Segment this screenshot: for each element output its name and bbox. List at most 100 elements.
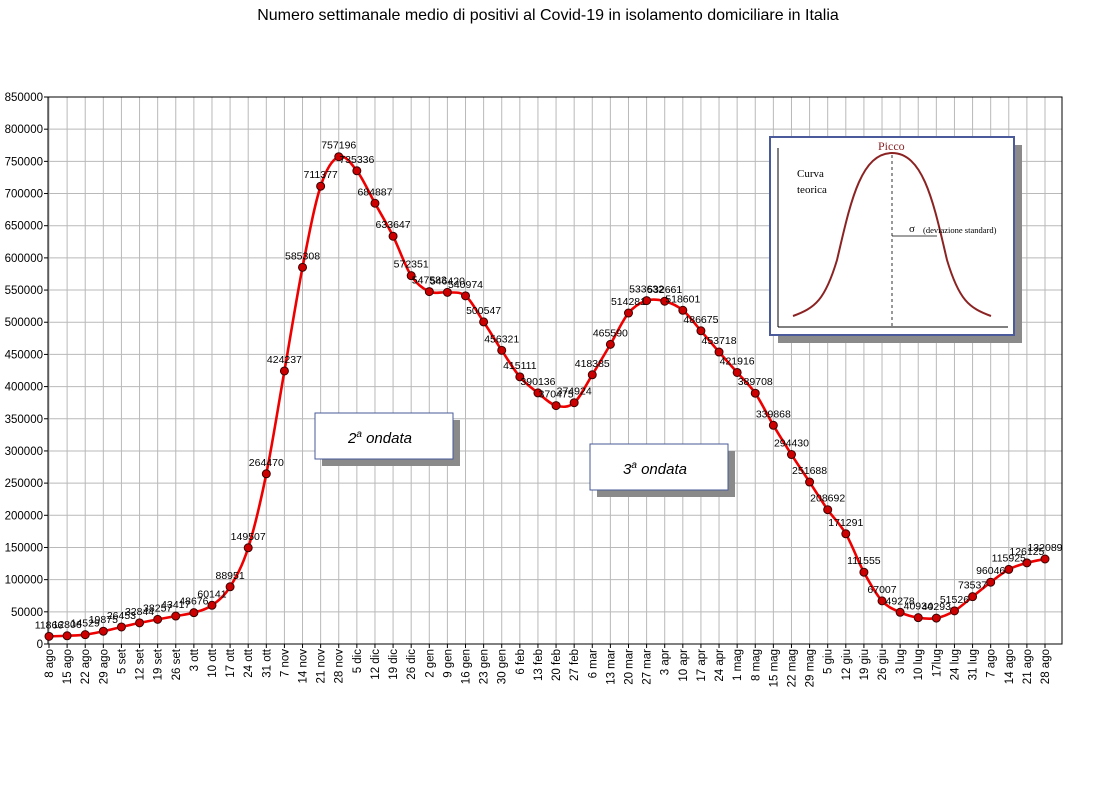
data-label: 572351 (394, 259, 429, 271)
x-tick-label: 10 apr (678, 649, 690, 682)
x-tick-label: 15 mag (768, 649, 780, 687)
data-point (135, 618, 145, 628)
x-tick-label: 27 feb (569, 649, 581, 681)
y-tick-label: 300000 (5, 446, 43, 458)
data-point (442, 287, 452, 297)
data-point (805, 477, 815, 487)
data-label: 456321 (484, 333, 519, 345)
y-tick-label: 700000 (5, 189, 43, 201)
data-label: 735336 (339, 154, 374, 166)
x-tick-label: 26 set (171, 648, 183, 680)
data-label: 251688 (792, 465, 827, 477)
data-point (642, 296, 652, 306)
y-tick-label: 550000 (5, 285, 43, 297)
data-point (1040, 554, 1050, 564)
data-label: 294430 (774, 438, 809, 450)
data-point (569, 398, 579, 408)
data-point (551, 401, 561, 411)
data-label: 486675 (683, 314, 718, 326)
data-point (605, 339, 615, 349)
data-label: 73537 (958, 580, 987, 592)
x-tick-label: 30 gen (497, 649, 509, 684)
data-label: 208692 (810, 493, 845, 505)
x-tick-label: 5 giu (823, 649, 835, 674)
y-tick-label: 150000 (5, 542, 43, 554)
x-tick-label: 5 dic (352, 649, 364, 674)
data-label: 149507 (231, 531, 266, 543)
x-tick-label: 31 lug (968, 649, 980, 680)
data-label: 418385 (575, 358, 610, 370)
data-label: 96046 (976, 565, 1005, 577)
x-tick-label: 24 ott (243, 648, 255, 678)
data-label: 12806 (53, 619, 82, 631)
x-tick-label: 22 ago (80, 649, 92, 684)
data-point (298, 262, 308, 272)
data-label: 465590 (593, 327, 628, 339)
y-tick-label: 0 (37, 639, 43, 651)
y-tick-label: 400000 (5, 382, 43, 394)
data-point (98, 626, 108, 636)
data-label: 60141 (197, 588, 226, 600)
data-label: 115925 (992, 552, 1026, 564)
data-point (768, 420, 778, 430)
x-tick-label: 2 gen (424, 649, 436, 678)
data-label: 684887 (357, 186, 392, 198)
data-label: 415111 (503, 360, 537, 372)
data-label: 389708 (738, 376, 773, 388)
theory-inset: Picco Curva teorica σ (deviazione standa… (769, 136, 1022, 343)
wave-2-box: 2a ondata (314, 412, 460, 466)
data-label: 88951 (215, 570, 244, 582)
x-tick-label: 7 ago (986, 649, 998, 678)
data-label: 32844 (125, 606, 154, 618)
data-label: 26453 (107, 610, 136, 622)
inset-sigma-symbol: σ (909, 223, 915, 235)
x-tick-label: 10 ott (207, 648, 219, 678)
data-point (171, 611, 181, 621)
x-tick-label: 5 set (116, 648, 128, 674)
data-point (1022, 558, 1032, 568)
data-label: 711377 (304, 169, 338, 181)
data-point (497, 345, 507, 355)
data-point (968, 592, 978, 602)
data-point (479, 317, 489, 327)
x-tick-label: 26 dic (406, 649, 418, 680)
x-tick-label: 8 ago (44, 649, 56, 678)
chart-title: Numero settimanale medio di positivi al … (257, 7, 839, 24)
x-tick-label: 16 gen (461, 649, 473, 684)
y-tick-label: 600000 (5, 253, 43, 265)
data-label: 547583 (412, 275, 447, 287)
x-tick-label: 9 gen (442, 649, 454, 678)
data-point (533, 388, 543, 398)
data-point (243, 543, 253, 553)
bell-curve (792, 151, 992, 317)
x-tick-label: 20 feb (551, 649, 563, 681)
data-point (153, 614, 163, 624)
x-tick-label: 29 ago (98, 649, 110, 684)
y-tick-label: 100000 (5, 575, 43, 587)
data-label: 19875 (89, 614, 118, 626)
x-tick-label: 14 nov (298, 649, 310, 684)
data-point (334, 152, 344, 162)
inset-curva-label: Curva (797, 168, 824, 180)
data-point (750, 388, 760, 398)
data-point (116, 622, 126, 632)
data-point (823, 505, 833, 515)
x-tick-label: 29 mag (805, 649, 817, 687)
data-point (877, 596, 887, 606)
wave-2-label: 2a ondata (347, 429, 412, 447)
data-point (461, 291, 471, 301)
data-point (279, 366, 289, 376)
x-tick-label: 21 nov (316, 649, 328, 684)
x-tick-label: 28 nov (334, 649, 346, 684)
x-tick-label: 26 giu (877, 649, 889, 680)
x-tick-label: 3 apr (660, 649, 672, 675)
y-tick-label: 450000 (5, 349, 43, 361)
data-point (352, 166, 362, 176)
data-label: 40293 (922, 601, 951, 613)
data-label: 111555 (847, 555, 881, 567)
x-tick-label: 3 lug (895, 649, 907, 674)
x-tick-label: 15 ago (62, 649, 74, 684)
data-label: 374924 (557, 386, 592, 398)
plot-frame (47, 96, 1063, 645)
data-point (406, 271, 416, 281)
